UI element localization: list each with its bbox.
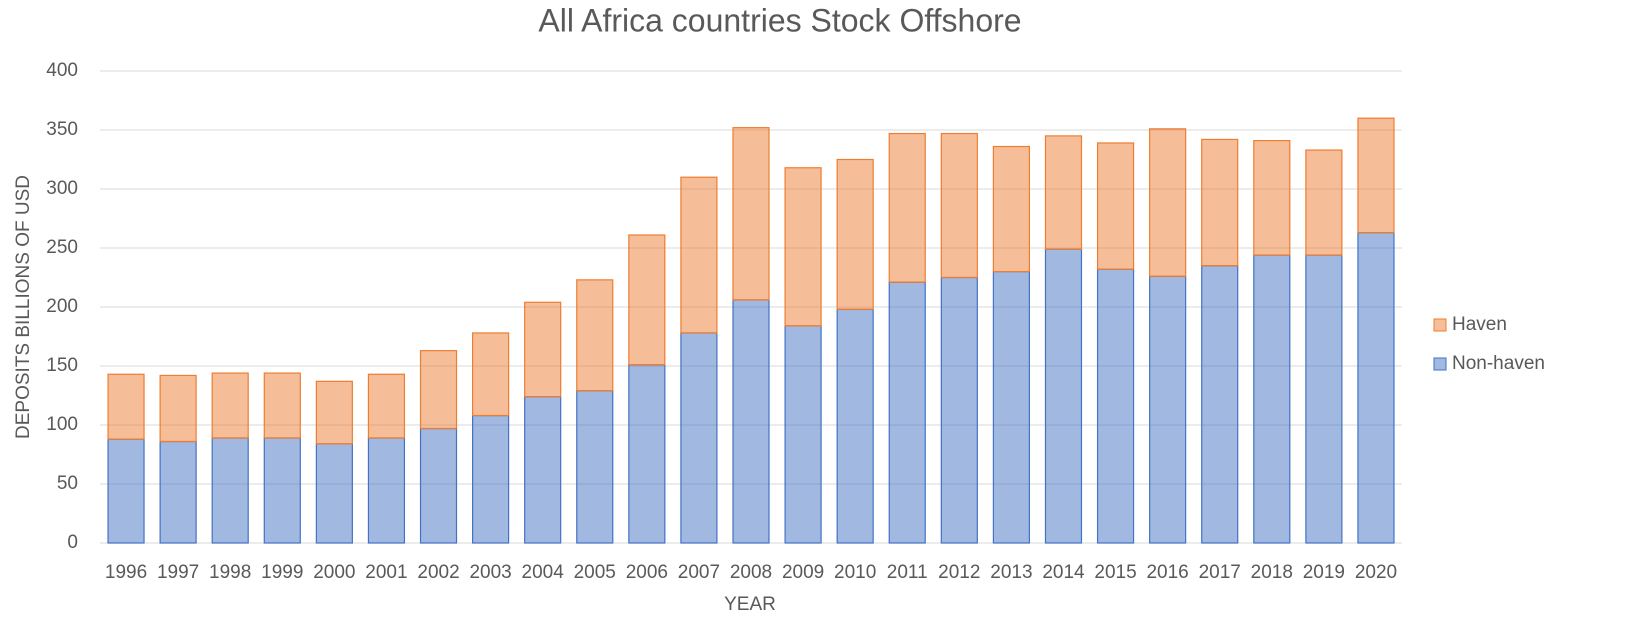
y-tick-label: 0: [67, 532, 78, 553]
x-tick-label: 2002: [417, 562, 459, 583]
bar-segment: [1305, 254, 1343, 544]
bar-segment: [107, 373, 145, 440]
chart-title: All Africa countries Stock Offshore: [538, 2, 1021, 38]
legend-swatch: [1433, 357, 1447, 371]
x-tick-label: 2017: [1199, 562, 1241, 583]
bar-segment: [680, 176, 718, 334]
bar-segment: [576, 279, 614, 392]
bar-segment: [472, 332, 510, 417]
bar-segment: [836, 308, 874, 544]
x-tick-label: 2009: [782, 562, 824, 583]
bar-segment: [419, 350, 458, 430]
bar-segment: [1096, 268, 1135, 544]
bar-segment: [836, 158, 874, 310]
bar-segment: [1305, 149, 1343, 256]
legend-label: Non-haven: [1452, 353, 1545, 374]
bar-segment: [211, 372, 249, 439]
x-tick-label: 2007: [678, 562, 720, 583]
bar-segment: [1201, 138, 1239, 267]
bar-segment: [315, 380, 353, 445]
legend-label: Haven: [1452, 314, 1507, 335]
x-tick-label: 2020: [1355, 562, 1397, 583]
bar-segment: [940, 276, 978, 544]
bar-segment: [992, 145, 1031, 273]
bar-segment: [1357, 232, 1395, 544]
y-axis-label: DEPOSITS BILLIONS OF USD: [13, 175, 34, 439]
y-tick-label: 350: [46, 119, 78, 140]
bar-segment: [940, 132, 978, 279]
bar-segment: [367, 373, 406, 439]
bar-segment: [524, 301, 562, 398]
x-tick-label: 2005: [574, 562, 616, 583]
bar-segment: [1357, 117, 1395, 234]
x-tick-label: 2008: [730, 562, 772, 583]
bar-segment: [1149, 128, 1187, 277]
bar-segment: [367, 437, 406, 544]
x-tick-label: 2011: [887, 562, 928, 583]
bar-segment: [1096, 142, 1135, 270]
bar-segment: [263, 372, 301, 439]
y-tick-label: 300: [46, 178, 78, 199]
bar-segment: [1044, 135, 1083, 250]
bar-segment: [888, 132, 926, 283]
x-tick-label: 2014: [1042, 562, 1085, 583]
bar-segment: [472, 414, 510, 544]
bar-segment: [680, 332, 718, 544]
x-tick-label: 2018: [1251, 562, 1293, 583]
x-tick-label: 1997: [157, 562, 199, 583]
x-tick-label: 2019: [1303, 562, 1345, 583]
bar-segment: [1253, 254, 1291, 544]
x-tick-label: 2003: [469, 562, 511, 583]
bar-segment: [888, 281, 926, 544]
bar-segment: [211, 437, 249, 544]
x-tick-label: 2001: [365, 562, 407, 583]
y-tick-label: 200: [46, 296, 78, 317]
x-tick-label: 1999: [261, 562, 303, 583]
bar-segment: [732, 127, 770, 301]
x-tick-label: 2015: [1094, 562, 1136, 583]
y-tick-label: 400: [46, 60, 78, 81]
bar-segment: [628, 364, 666, 544]
x-tick-label: 2010: [834, 562, 876, 583]
bar-segment: [524, 396, 562, 544]
x-tick-label: 2013: [990, 562, 1032, 583]
bar-segment: [263, 437, 301, 544]
bar-segment: [784, 325, 822, 544]
bar-segment: [419, 427, 458, 544]
y-tick-label: 100: [46, 414, 78, 435]
y-tick-label: 50: [57, 473, 78, 494]
bar-segment: [732, 299, 770, 544]
bar-segment: [107, 438, 145, 544]
bar-segment: [628, 234, 666, 366]
x-tick-label: 1998: [209, 562, 251, 583]
x-tick-label: 2006: [626, 562, 668, 583]
x-tick-label: 2004: [522, 562, 565, 583]
y-tick-label: 150: [46, 355, 78, 376]
x-axis-label: YEAR: [724, 594, 776, 615]
x-tick-label: 2000: [313, 562, 355, 583]
bar-segment: [1253, 140, 1291, 256]
bar-segment: [1044, 248, 1083, 544]
bar-segment: [1149, 275, 1187, 544]
bar-segment: [159, 374, 197, 443]
y-tick-label: 250: [46, 237, 78, 258]
x-tick-label: 1996: [105, 562, 147, 583]
legend-swatch: [1433, 318, 1447, 332]
bar-segment: [992, 271, 1031, 544]
bar-segment: [576, 390, 614, 544]
x-tick-label: 2016: [1146, 562, 1188, 583]
bar-segment: [159, 440, 197, 544]
x-tick-label: 2012: [938, 562, 980, 583]
bar-segment: [315, 443, 353, 544]
bar-segment: [784, 167, 822, 327]
bar-segment: [1201, 265, 1239, 544]
